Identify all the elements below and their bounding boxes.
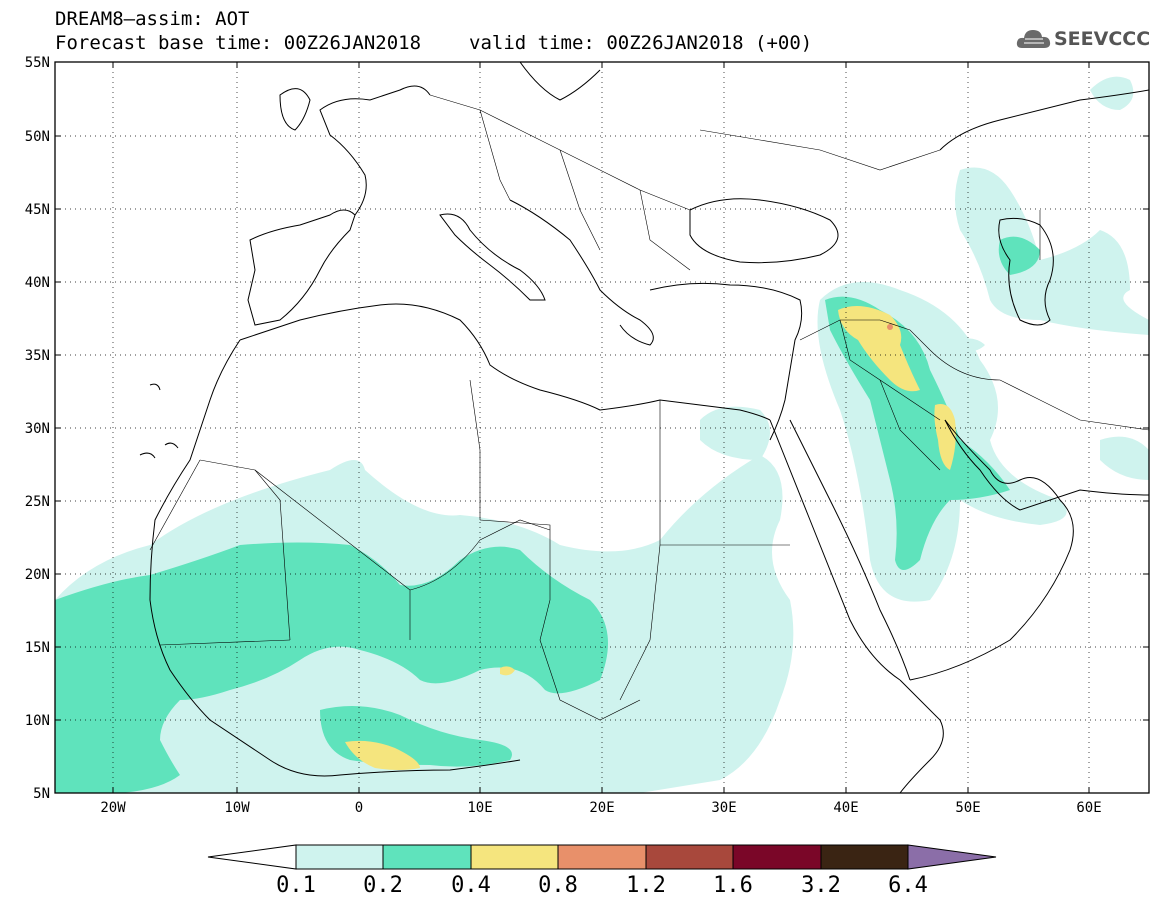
- lon-label: 50E: [955, 800, 980, 816]
- colorbar-label: 1.6: [713, 873, 753, 898]
- coastlines: [139, 62, 1149, 793]
- colorbar-label: 0.4: [451, 873, 491, 898]
- colorbar-swatch: [557, 844, 647, 870]
- lat-label: 30N: [25, 421, 50, 437]
- lat-label: 5N: [33, 786, 50, 802]
- colorbar-label: 6.4: [888, 873, 928, 898]
- colorbar-swatch: [645, 844, 734, 870]
- map-grid: [55, 62, 1149, 793]
- longitude-labels: 20W 10W 0 10E 20E 30E 40E 50E 60E: [100, 800, 1101, 816]
- colorbar-swatch: [295, 844, 384, 870]
- colorbar-swatch: [820, 844, 909, 870]
- map-plot-area: [55, 62, 1149, 793]
- lat-label: 20N: [25, 567, 50, 583]
- colorbar-swatch: [382, 844, 472, 870]
- lon-label: 10W: [224, 800, 250, 816]
- seevccc-logo: SEEVCCC: [1016, 24, 1156, 56]
- lon-label: 10E: [467, 800, 492, 816]
- colorbar-swatch: [470, 844, 559, 870]
- lat-label: 10N: [25, 713, 50, 729]
- colorbar-label: 0.2: [363, 873, 403, 898]
- aot-level-0.8: [887, 324, 893, 330]
- latitude-labels: 55N 50N 45N 40N 35N 30N 25N 20N 15N 10N …: [25, 55, 50, 802]
- chart-subtitle: Forecast base time: 00Z26JAN2018 valid ti…: [55, 32, 812, 54]
- lon-label: 20E: [589, 800, 614, 816]
- valid-time: valid time: 00Z26JAN2018 (+00): [469, 32, 813, 54]
- lat-label: 50N: [25, 129, 50, 145]
- colorbar-label: 0.1: [276, 873, 316, 898]
- lon-label: 30E: [711, 800, 736, 816]
- colorbar: 0.1 0.2 0.4 0.8 1.2 1.6 3.2 6.4: [207, 844, 997, 898]
- axis-ticks: [55, 61, 1149, 794]
- cloud-icon: [1016, 30, 1051, 48]
- lat-label: 15N: [25, 640, 50, 656]
- lat-label: 35N: [25, 348, 50, 364]
- lat-label: 40N: [25, 275, 50, 291]
- lon-label: 0: [355, 800, 363, 816]
- colorbar-label: 1.2: [626, 873, 666, 898]
- colorbar-swatch: [732, 844, 822, 870]
- lat-label: 25N: [25, 494, 50, 510]
- aot-level-0.4: [345, 306, 956, 770]
- colorbar-max-arrow: [907, 844, 997, 870]
- logo-text: SEEVCCC: [1054, 28, 1151, 50]
- base-time: Forecast base time: 00Z26JAN2018: [55, 32, 422, 54]
- country-borders: [149, 94, 1149, 721]
- lat-label: 55N: [25, 55, 50, 71]
- chart-title: DREAM8—assim: AOT: [55, 8, 250, 30]
- lon-label: 20W: [100, 800, 126, 816]
- lon-label: 60E: [1076, 800, 1101, 816]
- colorbar-label: 3.2: [801, 873, 841, 898]
- colorbar-min-arrow: [207, 844, 297, 870]
- lon-label: 40E: [833, 800, 858, 816]
- colorbar-label: 0.8: [538, 873, 578, 898]
- lat-label: 45N: [25, 202, 50, 218]
